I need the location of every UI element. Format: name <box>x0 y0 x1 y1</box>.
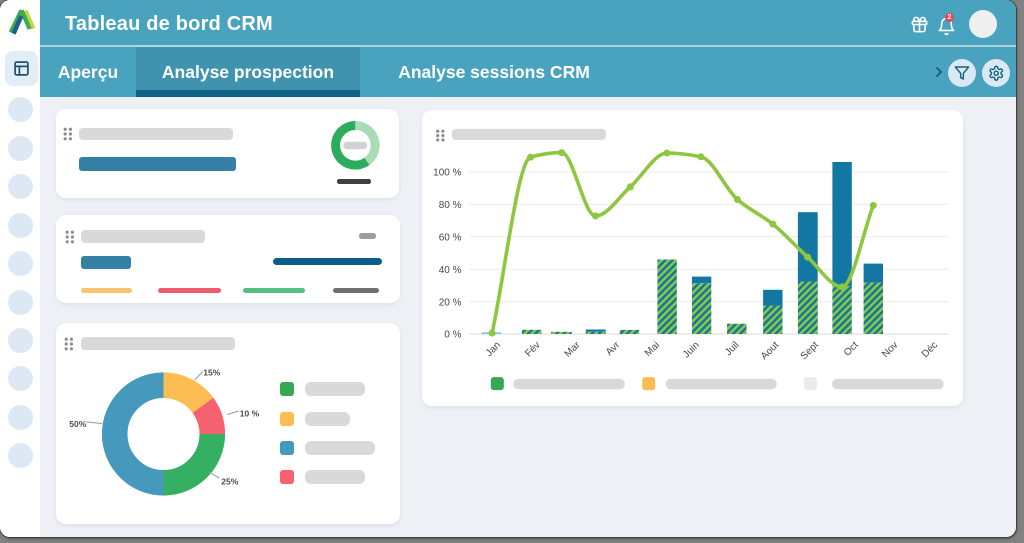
svg-text:Sept: Sept <box>798 339 820 361</box>
svg-text:100 %: 100 % <box>433 167 461 178</box>
svg-text:Fév: Fév <box>523 339 543 359</box>
svg-text:Oct: Oct <box>841 339 860 358</box>
svg-text:0 %: 0 % <box>444 329 461 340</box>
svg-text:Jan: Jan <box>483 339 502 358</box>
svg-text:Déc: Déc <box>919 339 939 359</box>
svg-text:Juil: Juil <box>723 339 741 357</box>
svg-text:50%: 50% <box>69 419 86 429</box>
svg-text:25%: 25% <box>221 476 238 486</box>
svg-text:40 %: 40 % <box>438 264 461 275</box>
svg-text:80 %: 80 % <box>438 200 461 211</box>
svg-text:60 %: 60 % <box>438 232 461 243</box>
svg-text:Juin: Juin <box>681 339 702 360</box>
svg-text:10 %: 10 % <box>239 409 259 419</box>
svg-text:Mai: Mai <box>642 339 661 358</box>
svg-text:15%: 15% <box>203 367 220 377</box>
svg-text:20 %: 20 % <box>438 297 461 308</box>
svg-text:Mar: Mar <box>562 339 582 359</box>
svg-text:Nov: Nov <box>880 339 900 359</box>
svg-text:Aout: Aout <box>758 339 780 361</box>
svg-text:Avr: Avr <box>604 339 623 358</box>
